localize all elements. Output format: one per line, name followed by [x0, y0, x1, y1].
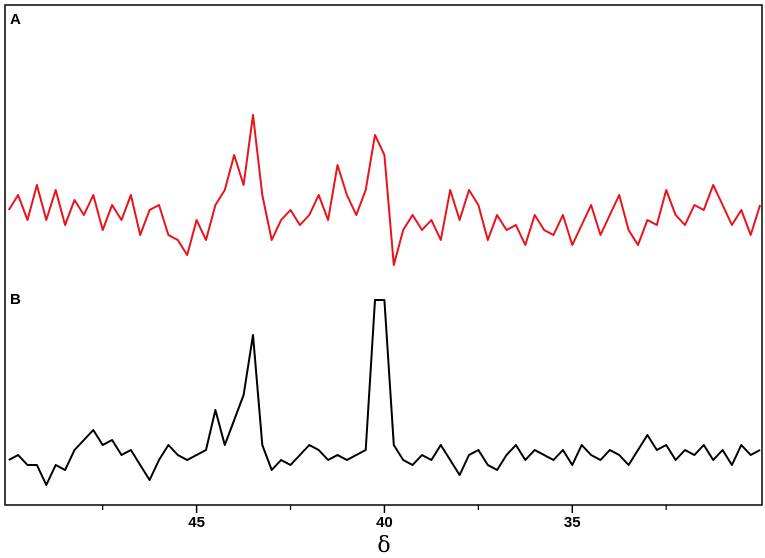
- panel-label: B: [10, 291, 21, 308]
- plot-frame: [4, 4, 763, 506]
- x-tick-label: 45: [188, 514, 205, 531]
- x-axis-label: δ: [377, 533, 390, 558]
- panel-label: A: [10, 11, 21, 28]
- spectrum-line: [7, 114, 762, 266]
- spectrum-line: [8, 299, 761, 486]
- x-tick-label: 40: [376, 514, 393, 531]
- x-tick-label: 35: [564, 514, 581, 531]
